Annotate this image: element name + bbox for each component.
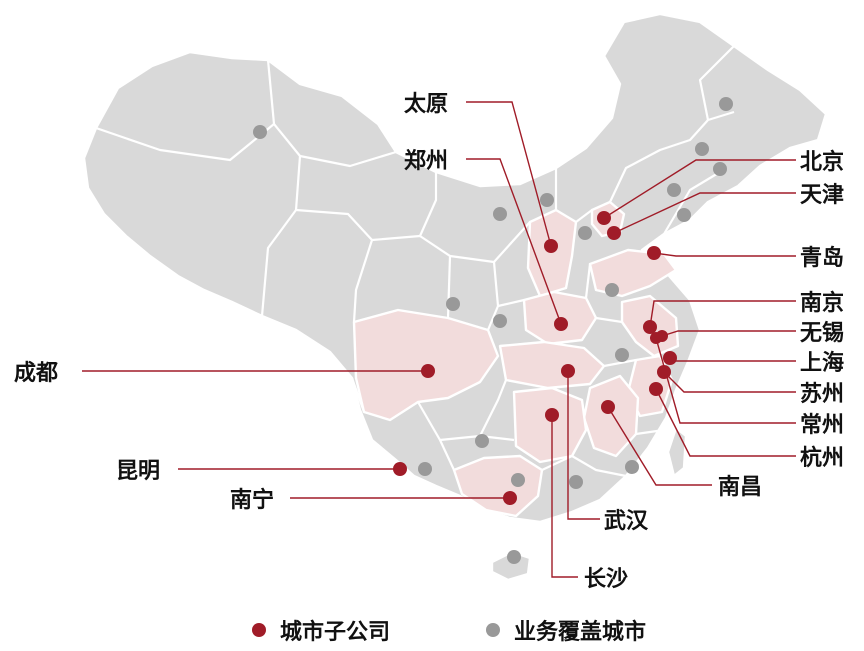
leader-zhengzhou: [466, 158, 562, 325]
taiwan: [666, 426, 688, 478]
label-taiyuan: 太原: [404, 92, 448, 117]
city-labels: 太原 郑州 北京 天津 青岛 南京 无锡 上海 苏州 常州 杭州 南昌 武汉 长…: [14, 92, 844, 592]
coverage-dot: [418, 462, 432, 476]
province-borders: [95, 45, 735, 478]
coverage-dot: [713, 162, 727, 176]
leader-nanjing: [649, 300, 796, 328]
coverage-dots: [253, 97, 733, 564]
legend-coverage-swatch: [486, 623, 500, 637]
leader-changsha: [551, 415, 578, 578]
leader-beijing: [603, 159, 796, 219]
legend: 城市子公司 业务覆盖城市: [252, 619, 646, 645]
dot-chengdu: [421, 364, 435, 378]
coverage-dot: [569, 475, 583, 489]
coverage-dot: [493, 314, 507, 328]
leader-lines: [82, 101, 796, 578]
dot-qingdao: [647, 246, 661, 260]
label-changzhou: 常州: [800, 412, 844, 438]
dot-beijing: [597, 211, 611, 225]
label-wuhan: 武汉: [604, 509, 649, 534]
coverage-dot: [605, 283, 619, 297]
landmass: [82, 12, 828, 582]
leader-suzhou: [663, 371, 796, 393]
dot-wuxi: [656, 330, 668, 342]
coverage-dot: [578, 226, 592, 240]
coverage-dot: [615, 348, 629, 362]
coverage-dot: [677, 208, 691, 222]
dot-tianjin: [607, 226, 621, 240]
legend-subsidiary-label: 城市子公司: [280, 619, 390, 645]
dot-nanjing: [643, 320, 657, 334]
leader-hangzhou: [655, 388, 796, 457]
dot-suzhou: [657, 365, 671, 379]
dot-kunming: [393, 462, 407, 476]
province-guangxi: [452, 454, 544, 518]
coverage-dot: [540, 193, 554, 207]
legend-coverage-label: 业务覆盖城市: [514, 619, 646, 645]
coverage-dot: [511, 473, 525, 487]
dot-zhengzhou: [554, 317, 568, 331]
dot-changsha: [545, 408, 559, 422]
coverage-dot: [625, 460, 639, 474]
dot-shanghai: [663, 351, 677, 365]
label-qingdao: 青岛: [800, 245, 844, 271]
label-tianjin: 天津: [800, 182, 844, 208]
china-mainland: [82, 12, 828, 524]
label-wuxi: 无锡: [800, 321, 844, 346]
label-shanghai: 上海: [800, 350, 844, 376]
dot-wuhan: [561, 364, 575, 378]
coverage-dot: [493, 207, 507, 221]
leader-tianjin: [613, 192, 796, 234]
dot-taiyuan: [544, 239, 558, 253]
label-kunming: 昆明: [116, 459, 160, 484]
dot-hangzhou: [649, 382, 663, 396]
leader-qingdao: [653, 252, 796, 257]
legend-subsidiary-swatch: [252, 623, 266, 637]
dot-nanchang: [601, 400, 615, 414]
coverage-dot: [695, 142, 709, 156]
coverage-dot: [667, 183, 681, 197]
coverage-dot: [719, 97, 733, 111]
subsidiary-dots: [393, 211, 677, 505]
leader-nanchang: [607, 406, 712, 486]
label-chengdu: 成都: [14, 361, 58, 386]
label-nanjing: 南京: [800, 290, 844, 316]
label-zhengzhou: 郑州: [404, 149, 448, 174]
label-changsha: 长沙: [584, 567, 628, 592]
coverage-dot: [475, 434, 489, 448]
province-hubei: [498, 340, 606, 390]
leader-taiyuan: [466, 101, 552, 247]
label-beijing: 北京: [800, 149, 844, 175]
label-hangzhou: 杭州: [800, 445, 844, 471]
label-nanchang: 南昌: [718, 475, 762, 500]
dot-nanning: [503, 491, 517, 505]
coverage-dot: [253, 125, 267, 139]
province-hunan: [512, 386, 588, 464]
label-suzhou: 苏州: [800, 381, 844, 407]
leader-wuhan: [567, 371, 600, 520]
coverage-dot: [507, 550, 521, 564]
coverage-dot: [446, 297, 460, 311]
province-shanxi: [526, 208, 578, 298]
label-nanning: 南宁: [230, 487, 274, 513]
